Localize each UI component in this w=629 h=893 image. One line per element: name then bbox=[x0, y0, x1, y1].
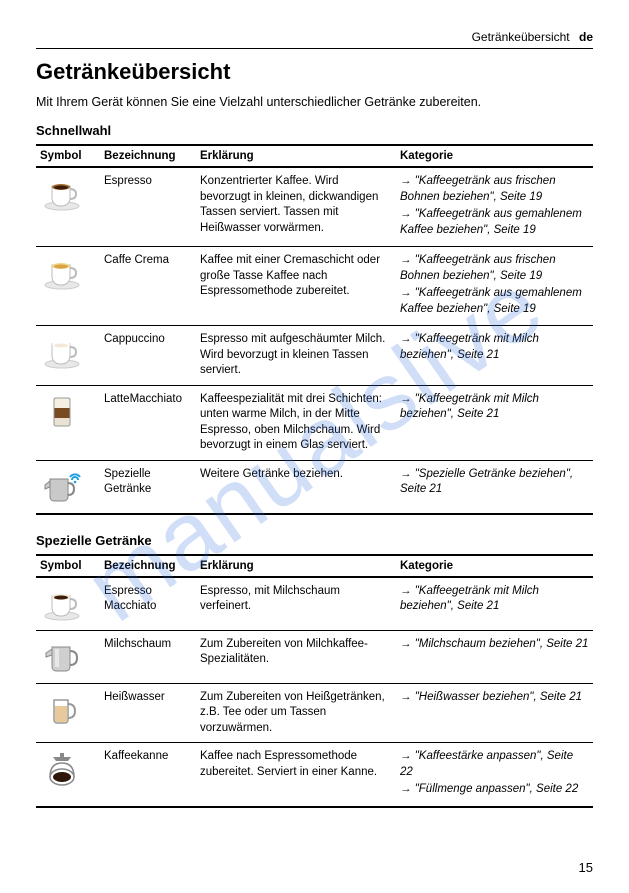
cappuccino-icon bbox=[36, 326, 100, 386]
th-symbol: Symbol bbox=[36, 555, 100, 577]
table-row: CappuccinoEspresso mit aufgeschäumter Mi… bbox=[36, 326, 593, 386]
milchschaum-icon bbox=[36, 630, 100, 683]
th-expl: Erklärung bbox=[196, 145, 396, 167]
drink-name: Heißwasser bbox=[100, 683, 196, 743]
header-rule bbox=[36, 48, 593, 49]
drink-name: Espresso bbox=[100, 167, 196, 247]
cross-reference: → "Milchschaum beziehen", Seite 21 bbox=[400, 637, 589, 653]
crema-icon bbox=[36, 247, 100, 326]
drink-category: → "Kaffeestärke anpassen", Seite 22 → "Fü… bbox=[396, 743, 593, 807]
th-symbol: Symbol bbox=[36, 145, 100, 167]
drink-explanation: Kaffeespezialität mit drei Schichten: un… bbox=[196, 385, 396, 460]
drink-category: → "Milchschaum beziehen", Seite 21 bbox=[396, 630, 593, 683]
latte-icon bbox=[36, 385, 100, 460]
table-row: Spezielle GetränkeWeitere Getränke bezie… bbox=[36, 460, 593, 514]
cross-reference: → "Füllmenge anpassen", Seite 22 bbox=[400, 782, 589, 798]
special-icon bbox=[36, 460, 100, 514]
drink-explanation: Weitere Getränke beziehen. bbox=[196, 460, 396, 514]
cross-reference: → "Kaffeegetränk aus gemahlenem Kaffee b… bbox=[400, 207, 589, 238]
drink-explanation: Zum Zubereiten von Milchkaffee-Spezialit… bbox=[196, 630, 396, 683]
drink-category: → "Spezielle Getränke beziehen", Seite 2… bbox=[396, 460, 593, 514]
drink-explanation: Zum Zubereiten von Heißgetränken, z.B. T… bbox=[196, 683, 396, 743]
intro-text: Mit Ihrem Gerät können Sie eine Vielzahl… bbox=[36, 95, 593, 109]
drink-name: LatteMacchiato bbox=[100, 385, 196, 460]
drink-category: → "Kaffeegetränk mit Milch beziehen", Se… bbox=[396, 577, 593, 631]
drink-explanation: Espresso mit aufgeschäumter Milch. Wird … bbox=[196, 326, 396, 386]
table-row: LatteMacchiatoKaffeespezialität mit drei… bbox=[36, 385, 593, 460]
spezielle-table: Symbol Bezeichnung Erklärung Kategorie E… bbox=[36, 554, 593, 808]
th-name: Bezeichnung bbox=[100, 145, 196, 167]
drink-category: → "Kaffeegetränk aus frischen Bohnen bez… bbox=[396, 167, 593, 247]
drink-name: Kaffeekanne bbox=[100, 743, 196, 807]
cross-reference: → "Spezielle Getränke beziehen", Seite 2… bbox=[400, 467, 589, 498]
header-section: Getränkeübersicht bbox=[472, 30, 570, 44]
drink-category: → "Kaffeegetränk aus frischen Bohnen bez… bbox=[396, 247, 593, 326]
page-title: Getränkeübersicht bbox=[36, 59, 593, 85]
drink-name: Spezielle Getränke bbox=[100, 460, 196, 514]
table-row: EspressoKonzentrierter Kaffee. Wird bevo… bbox=[36, 167, 593, 247]
espmacch-icon bbox=[36, 577, 100, 631]
cross-reference: → "Kaffeegetränk aus gemahlenem Kaffee b… bbox=[400, 286, 589, 317]
drink-explanation: Konzentrierter Kaffee. Wird bevorzugt in… bbox=[196, 167, 396, 247]
schnellwahl-table: Symbol Bezeichnung Erklärung Kategorie E… bbox=[36, 144, 593, 515]
drink-name: Espresso Macchiato bbox=[100, 577, 196, 631]
espresso-icon bbox=[36, 167, 100, 247]
table-row: HeißwasserZum Zubereiten von Heißgetränk… bbox=[36, 683, 593, 743]
cross-reference: → "Kaffeegetränk aus frischen Bohnen bez… bbox=[400, 253, 589, 284]
header-lang: de bbox=[579, 30, 593, 44]
cross-reference: → "Heißwasser beziehen", Seite 21 bbox=[400, 690, 589, 706]
drink-explanation: Kaffee mit einer Cremaschicht oder große… bbox=[196, 247, 396, 326]
drink-explanation: Espresso, mit Milchschaum verfeinert. bbox=[196, 577, 396, 631]
th-cat: Kategorie bbox=[396, 555, 593, 577]
drink-category: → "Kaffeegetränk mit Milch beziehen", Se… bbox=[396, 326, 593, 386]
cross-reference: → "Kaffeegetränk mit Milch beziehen", Se… bbox=[400, 584, 589, 615]
th-cat: Kategorie bbox=[396, 145, 593, 167]
th-name: Bezeichnung bbox=[100, 555, 196, 577]
table2-heading: Spezielle Getränke bbox=[36, 533, 593, 548]
cross-reference: → "Kaffeestärke anpassen", Seite 22 bbox=[400, 749, 589, 780]
cross-reference: → "Kaffeegetränk mit Milch beziehen", Se… bbox=[400, 392, 589, 423]
table-row: Espresso MacchiatoEspresso, mit Milchsch… bbox=[36, 577, 593, 631]
drink-name: Milchschaum bbox=[100, 630, 196, 683]
cross-reference: → "Kaffeegetränk aus frischen Bohnen bez… bbox=[400, 174, 589, 205]
page-number: 15 bbox=[579, 860, 593, 875]
kanne-icon bbox=[36, 743, 100, 807]
th-expl: Erklärung bbox=[196, 555, 396, 577]
table-row: Caffe CremaKaffee mit einer Cremaschicht… bbox=[36, 247, 593, 326]
heisswasser-icon bbox=[36, 683, 100, 743]
drink-explanation: Kaffee nach Espressomethode zubereitet. … bbox=[196, 743, 396, 807]
drink-category: → "Kaffeegetränk mit Milch beziehen", Se… bbox=[396, 385, 593, 460]
drink-category: → "Heißwasser beziehen", Seite 21 bbox=[396, 683, 593, 743]
running-header: Getränkeübersicht de bbox=[36, 30, 593, 44]
table-row: KaffeekanneKaffee nach Espressomethode z… bbox=[36, 743, 593, 807]
drink-name: Caffe Crema bbox=[100, 247, 196, 326]
table1-heading: Schnellwahl bbox=[36, 123, 593, 138]
drink-name: Cappuccino bbox=[100, 326, 196, 386]
cross-reference: → "Kaffeegetränk mit Milch beziehen", Se… bbox=[400, 332, 589, 363]
table-row: MilchschaumZum Zubereiten von Milchkaffe… bbox=[36, 630, 593, 683]
